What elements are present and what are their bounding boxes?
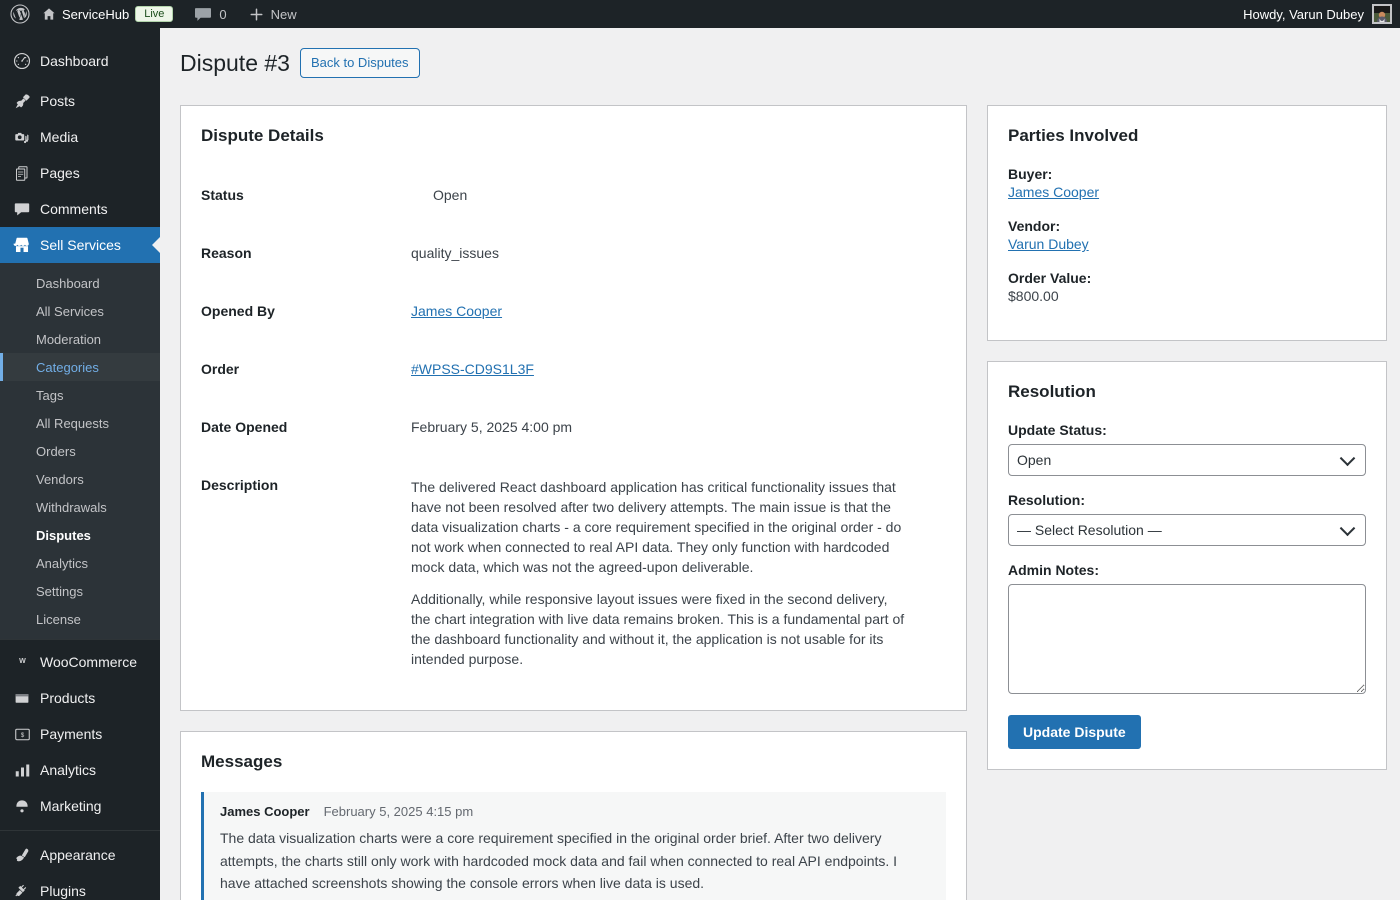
svg-text:$: $ xyxy=(20,732,24,738)
svg-text:W: W xyxy=(19,657,26,665)
